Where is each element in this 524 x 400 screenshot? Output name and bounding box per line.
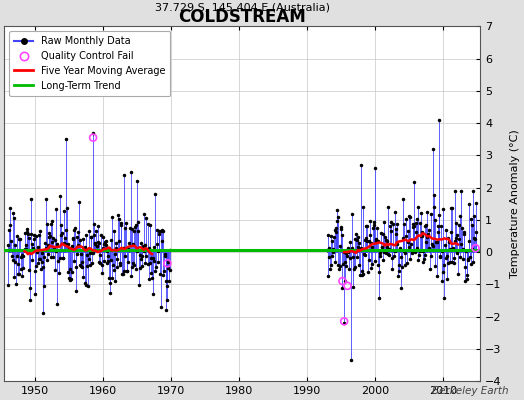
Text: 37.729 S, 145.404 E (Australia): 37.729 S, 145.404 E (Australia) <box>155 2 330 12</box>
Point <box>89 134 97 141</box>
Title: COLDSTREAM: COLDSTREAM <box>178 8 306 26</box>
Point <box>343 283 352 289</box>
Point <box>339 278 347 284</box>
Legend: Raw Monthly Data, Quality Control Fail, Five Year Moving Average, Long-Term Tren: Raw Monthly Data, Quality Control Fail, … <box>9 31 170 96</box>
Point <box>472 245 480 252</box>
Text: Berkeley Earth: Berkeley Earth <box>432 386 508 396</box>
Point <box>340 318 348 324</box>
Point <box>163 260 171 266</box>
Y-axis label: Temperature Anomaly (°C): Temperature Anomaly (°C) <box>510 129 520 278</box>
